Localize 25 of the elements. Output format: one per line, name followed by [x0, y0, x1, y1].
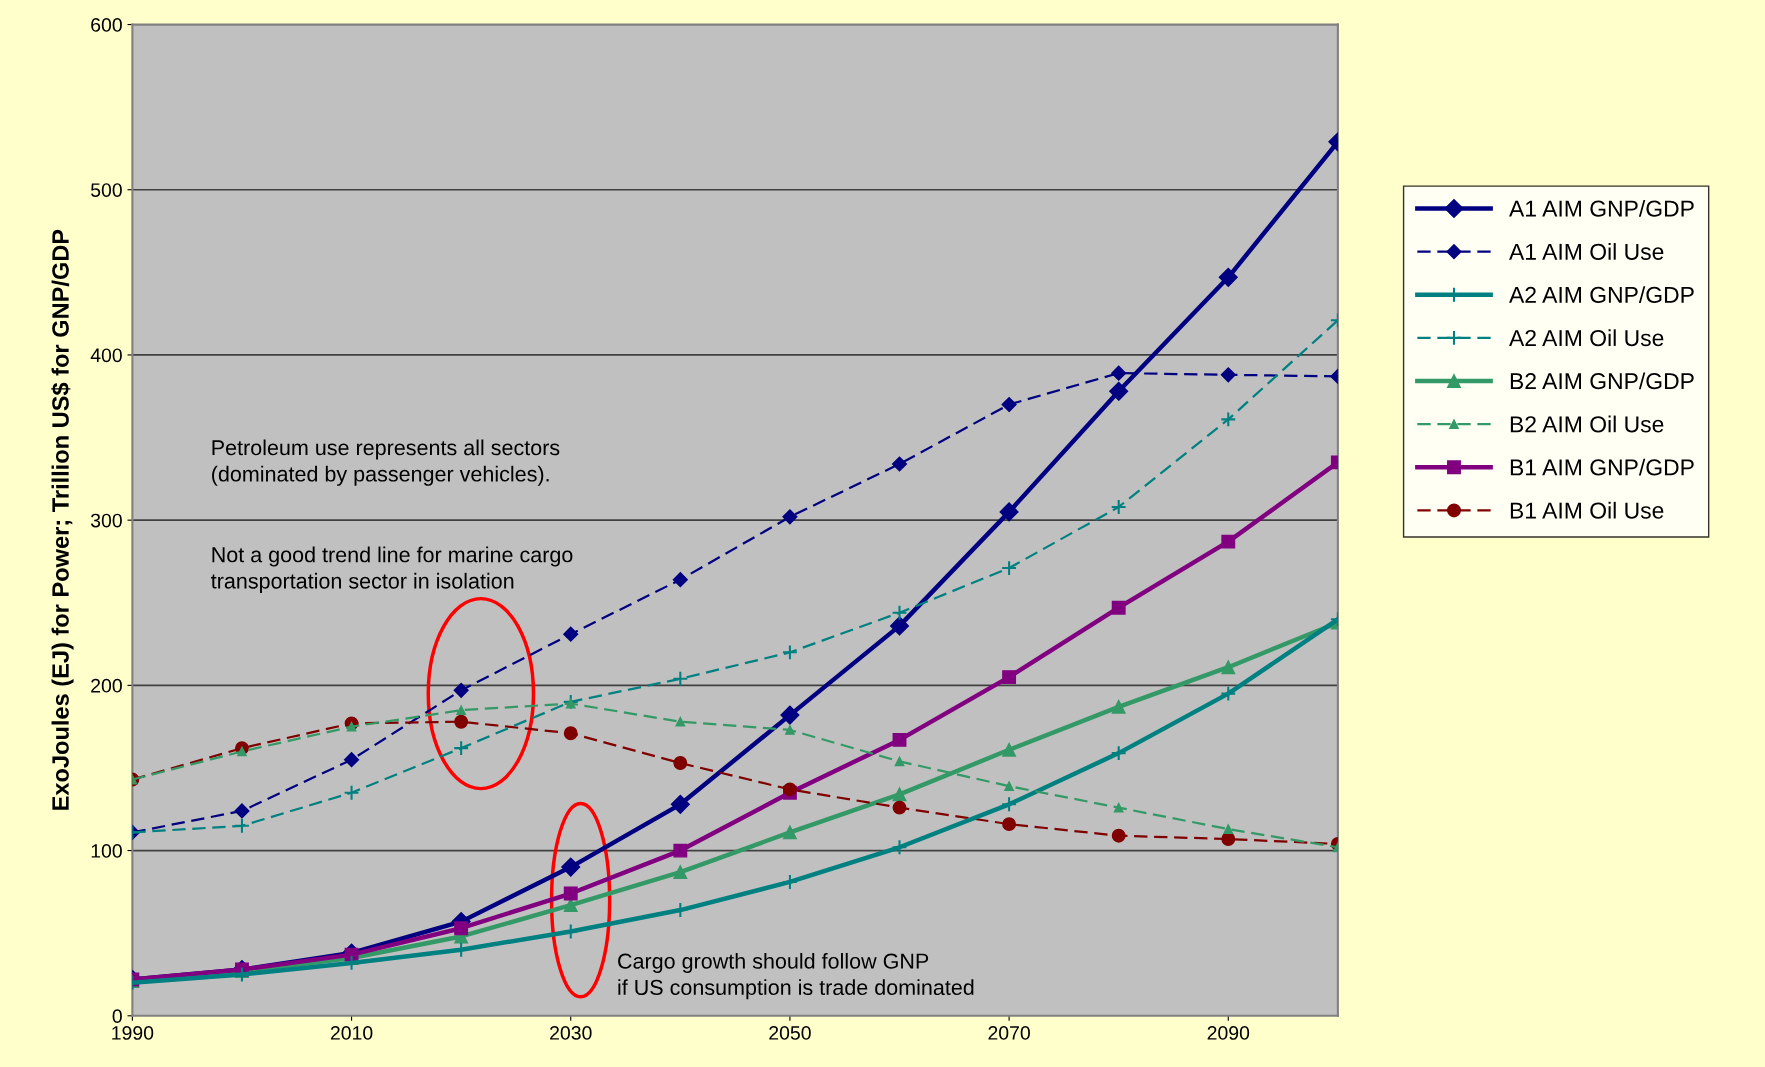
legend-label: A2 AIM Oil Use [1509, 329, 1664, 347]
legend-label: A1 AIM GNP/GDP [1509, 199, 1694, 217]
x-tick-label: 1990 [112, 1026, 154, 1040]
legend-label: B2 AIM Oil Use [1510, 415, 1664, 433]
legend-label: B1 AIM Oil Use [1510, 501, 1664, 519]
legend-label: A2 AIM GNP/GDP [1509, 286, 1694, 304]
annotation: Cargo growth should follow GNP if US consumption is trade dominated [618, 952, 974, 1000]
x-tick-label: 2050 [769, 1026, 811, 1040]
y-tick-label: 400 [90, 348, 122, 363]
y-tick-label: 0 [112, 1009, 122, 1024]
x-tick-label: 2030 [550, 1026, 592, 1040]
y-tick-label: 500 [90, 183, 122, 197]
y-tick-label: 200 [91, 678, 122, 693]
y-tick-label: 100 [91, 844, 122, 858]
annotation: Not a good trend line for marine cargo transportation sector in isolation [211, 546, 573, 593]
y-tick-label: 300 [90, 513, 122, 528]
annotation: Petroleum use represents all sectors (dominated by passenger vehicles). [212, 439, 560, 486]
legend-label: B2 AIM GNP/GDP [1510, 372, 1694, 390]
x-tick-label: 2010 [330, 1026, 373, 1040]
legend-label: A1 AIM Oil Use [1509, 243, 1664, 260]
y-tick-label: 600 [91, 18, 122, 32]
y-axis-title: ExoJoules (EJ) for Power; Trillion US$ for GNP/GDP [51, 229, 74, 810]
legend-label: B1 AIM GNP/GDP [1510, 458, 1694, 476]
x-tick-label: 2070 [988, 1026, 1030, 1040]
x-tick-label: 2090 [1207, 1026, 1250, 1040]
